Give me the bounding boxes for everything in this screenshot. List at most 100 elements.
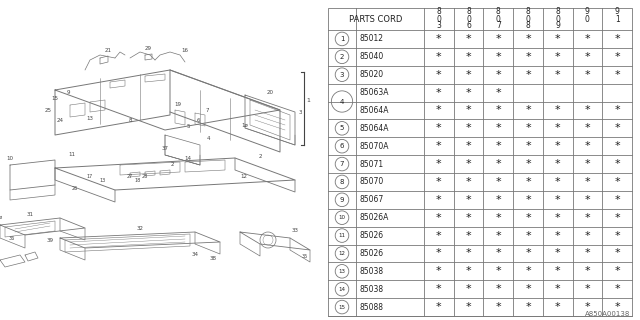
Text: *: * — [614, 141, 620, 151]
Text: 16: 16 — [182, 47, 189, 52]
Text: *: * — [495, 284, 501, 294]
Text: 33: 33 — [291, 228, 298, 233]
Text: 85026: 85026 — [360, 249, 384, 258]
Text: 7: 7 — [205, 108, 209, 113]
Text: 3: 3 — [340, 72, 344, 78]
Text: 85026A: 85026A — [360, 213, 389, 222]
Text: *: * — [525, 141, 531, 151]
Text: *: * — [614, 123, 620, 133]
Text: 85020: 85020 — [360, 70, 384, 79]
Text: 8: 8 — [525, 7, 531, 17]
Text: *: * — [584, 105, 590, 116]
Text: 2: 2 — [259, 155, 262, 159]
Text: *: * — [436, 248, 442, 259]
Text: 31: 31 — [26, 212, 33, 217]
Text: 9: 9 — [67, 91, 70, 95]
Text: *: * — [555, 34, 561, 44]
Text: *: * — [584, 213, 590, 223]
Text: 4: 4 — [340, 99, 344, 105]
Text: *: * — [466, 266, 472, 276]
Text: 85070A: 85070A — [360, 142, 390, 151]
Text: *: * — [466, 52, 472, 62]
Text: *: * — [555, 70, 561, 80]
Text: *: * — [555, 284, 561, 294]
Text: 12: 12 — [240, 174, 247, 180]
Text: 9: 9 — [340, 197, 344, 203]
Text: 14: 14 — [339, 287, 346, 292]
Text: *: * — [466, 284, 472, 294]
Text: 0: 0 — [556, 14, 560, 23]
Text: *: * — [525, 231, 531, 241]
Text: *: * — [436, 177, 442, 187]
Text: 32: 32 — [136, 226, 143, 230]
Text: *: * — [584, 52, 590, 62]
Text: 3: 3 — [298, 110, 301, 116]
Text: 7: 7 — [496, 21, 500, 30]
Text: *: * — [436, 141, 442, 151]
Text: *: * — [614, 302, 620, 312]
Text: *: * — [584, 195, 590, 205]
Text: 14: 14 — [184, 156, 191, 161]
Text: 8: 8 — [525, 21, 531, 30]
Text: *: * — [495, 266, 501, 276]
Text: 1: 1 — [340, 36, 344, 42]
Text: 35: 35 — [302, 253, 308, 259]
Text: 1ø: 1ø — [241, 123, 248, 127]
Text: *: * — [525, 177, 531, 187]
Text: *: * — [495, 141, 501, 151]
Text: 85063A: 85063A — [360, 88, 390, 97]
Text: 0: 0 — [496, 14, 500, 23]
Text: 6: 6 — [340, 143, 344, 149]
Text: *: * — [555, 213, 561, 223]
Text: 4: 4 — [206, 135, 210, 140]
Text: *: * — [525, 213, 531, 223]
Text: 11: 11 — [339, 233, 346, 238]
Text: 6: 6 — [466, 21, 471, 30]
Text: *: * — [614, 284, 620, 294]
Text: 10: 10 — [6, 156, 13, 161]
Text: *: * — [584, 231, 590, 241]
Text: 34: 34 — [191, 252, 198, 258]
Text: 13: 13 — [339, 269, 346, 274]
Text: *: * — [466, 159, 472, 169]
Text: *: * — [495, 231, 501, 241]
Text: *: * — [436, 284, 442, 294]
Text: 17: 17 — [87, 174, 93, 180]
Text: *: * — [466, 177, 472, 187]
Text: 28: 28 — [142, 174, 148, 180]
Text: 19: 19 — [175, 102, 182, 108]
Text: *: * — [525, 70, 531, 80]
Text: *: * — [584, 141, 590, 151]
Text: *: * — [436, 88, 442, 98]
Text: *: * — [555, 195, 561, 205]
Text: 85064A: 85064A — [360, 124, 390, 133]
Text: 85071: 85071 — [360, 160, 384, 169]
Text: *: * — [436, 302, 442, 312]
Text: 85038: 85038 — [360, 267, 384, 276]
Text: *: * — [614, 52, 620, 62]
Text: 20: 20 — [266, 90, 273, 94]
Text: *: * — [614, 177, 620, 187]
Text: 29: 29 — [145, 45, 152, 51]
Text: *: * — [466, 248, 472, 259]
Text: *: * — [584, 302, 590, 312]
Text: 1: 1 — [615, 14, 620, 23]
Text: *: * — [614, 105, 620, 116]
Text: *: * — [555, 159, 561, 169]
Text: *: * — [525, 52, 531, 62]
Text: *: * — [584, 266, 590, 276]
Text: 85038: 85038 — [360, 285, 384, 294]
Text: *: * — [466, 88, 472, 98]
Text: 39: 39 — [47, 237, 54, 243]
Text: 12: 12 — [339, 251, 346, 256]
Text: *: * — [495, 248, 501, 259]
Text: 3: 3 — [436, 21, 442, 30]
Text: *: * — [495, 123, 501, 133]
Text: *: * — [495, 70, 501, 80]
Text: *: * — [436, 195, 442, 205]
Text: *: * — [614, 159, 620, 169]
Text: 15: 15 — [51, 95, 58, 100]
Text: 38: 38 — [209, 255, 216, 260]
Text: *: * — [466, 213, 472, 223]
Text: 36: 36 — [9, 236, 15, 242]
